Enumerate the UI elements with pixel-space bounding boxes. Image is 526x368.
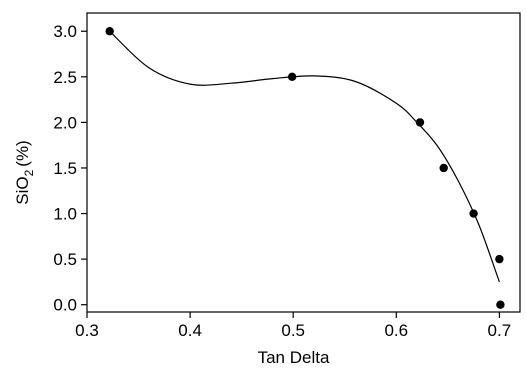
data-point <box>495 254 504 264</box>
y-axis-title-main: SiO <box>13 176 32 204</box>
data-point <box>105 27 114 36</box>
data-point <box>287 72 297 82</box>
x-axis: 0.3 0.4 0.5 0.6 0.7 <box>75 312 511 340</box>
y-axis-title: SiO2 (%) <box>13 140 36 204</box>
x-axis-title: Tan Delta <box>258 348 330 367</box>
y-tick-label: 2.0 <box>53 113 77 132</box>
y-tick-label: 1.0 <box>53 205 77 224</box>
y-axis-title-subscript: 2 <box>22 169 36 176</box>
x-tick-label: 0.5 <box>281 321 305 340</box>
y-tick-label: 0.0 <box>53 296 77 315</box>
data-point <box>415 118 425 127</box>
y-tick-label: 0.5 <box>53 250 77 269</box>
y-axis: 0.0 0.5 1.0 1.5 2.0 2.5 3.0 <box>53 22 87 315</box>
x-tick-label: 0.6 <box>384 321 408 340</box>
data-point <box>496 300 505 309</box>
y-axis-title-tail: (%) <box>13 140 32 166</box>
y-tick-label: 1.5 <box>53 159 77 178</box>
fit-curve <box>109 30 500 283</box>
plot-frame <box>86 12 521 313</box>
x-tick-label: 0.4 <box>178 321 202 340</box>
data-point <box>439 163 448 173</box>
y-tick-label: 2.5 <box>53 68 77 87</box>
x-tick-label: 0.7 <box>488 321 512 340</box>
data-points <box>105 27 505 309</box>
data-point <box>469 209 478 218</box>
x-tick-label: 0.3 <box>75 321 99 340</box>
y-tick-label: 3.0 <box>53 22 77 41</box>
